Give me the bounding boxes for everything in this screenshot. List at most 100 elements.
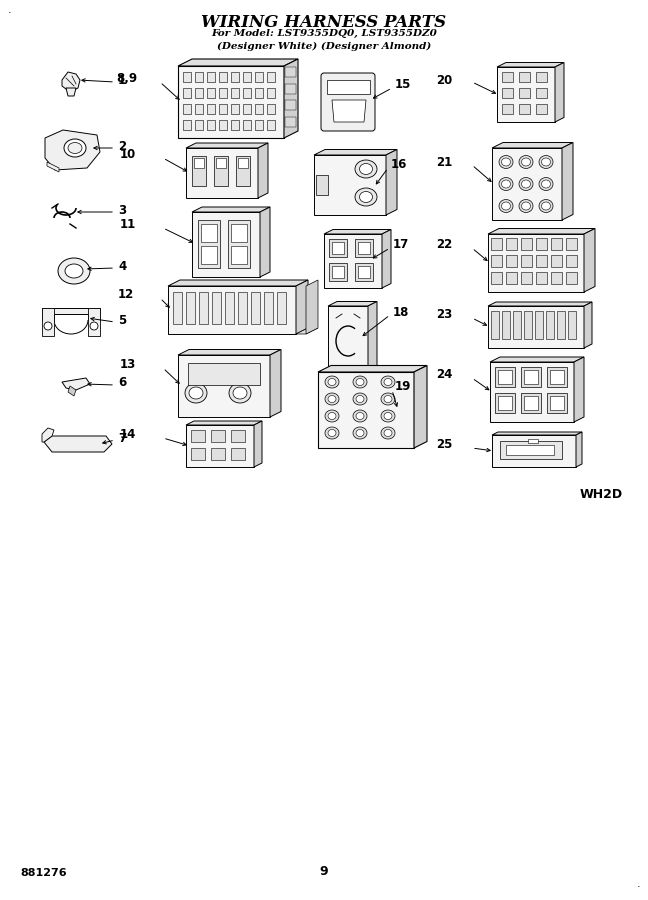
Bar (255, 104, 263, 114)
Text: 10: 10 (120, 148, 136, 161)
Polygon shape (324, 230, 391, 234)
Text: 16: 16 (391, 158, 408, 172)
Bar (173, 292, 182, 324)
Bar (524, 396, 538, 410)
Bar (566, 255, 577, 267)
Polygon shape (42, 308, 54, 336)
Polygon shape (414, 365, 427, 448)
Text: (Designer White) (Designer Almond): (Designer White) (Designer Almond) (217, 42, 431, 51)
Polygon shape (284, 59, 298, 138)
Bar (521, 272, 532, 284)
Bar (186, 292, 195, 324)
Bar (212, 292, 221, 324)
Bar (243, 104, 251, 114)
Polygon shape (488, 302, 592, 306)
Polygon shape (497, 62, 564, 67)
Bar (285, 100, 296, 110)
Ellipse shape (355, 188, 377, 206)
Bar (506, 445, 554, 455)
Bar (219, 120, 227, 130)
Polygon shape (178, 66, 284, 138)
Bar (267, 104, 275, 114)
Ellipse shape (189, 387, 203, 399)
Ellipse shape (328, 379, 336, 385)
Bar (231, 246, 247, 264)
Ellipse shape (356, 412, 364, 419)
Polygon shape (492, 432, 582, 435)
Polygon shape (216, 158, 226, 168)
Ellipse shape (328, 395, 336, 402)
Polygon shape (490, 362, 574, 422)
Bar (568, 311, 576, 339)
Bar (358, 242, 370, 254)
Polygon shape (386, 149, 397, 215)
Polygon shape (178, 59, 298, 66)
Bar (207, 72, 215, 82)
Polygon shape (62, 72, 80, 92)
Polygon shape (62, 378, 90, 390)
Ellipse shape (502, 202, 511, 210)
Bar (195, 72, 203, 82)
Ellipse shape (328, 429, 336, 436)
Polygon shape (44, 436, 112, 452)
Bar (277, 292, 286, 324)
Polygon shape (88, 308, 100, 336)
Bar (498, 370, 512, 384)
Polygon shape (45, 130, 100, 170)
Bar (536, 238, 547, 250)
Bar (557, 311, 565, 339)
Text: 11: 11 (120, 219, 136, 231)
Bar (536, 88, 547, 98)
Bar (201, 224, 217, 242)
Ellipse shape (522, 202, 531, 210)
Text: 5: 5 (118, 313, 126, 327)
Ellipse shape (325, 410, 339, 422)
Bar (506, 238, 517, 250)
Bar (219, 88, 227, 98)
Ellipse shape (328, 412, 336, 419)
Bar (502, 72, 513, 82)
Bar (183, 104, 191, 114)
Text: 14: 14 (120, 428, 136, 442)
Bar (566, 272, 577, 284)
Polygon shape (497, 67, 555, 122)
Bar (211, 430, 225, 442)
Ellipse shape (384, 429, 392, 436)
Polygon shape (318, 372, 414, 448)
Ellipse shape (381, 376, 395, 388)
Bar (198, 220, 220, 268)
Bar (231, 448, 245, 460)
Bar (358, 266, 370, 278)
Bar (506, 255, 517, 267)
Bar (519, 88, 530, 98)
Polygon shape (194, 158, 204, 168)
Polygon shape (332, 100, 366, 122)
Text: 22: 22 (436, 238, 452, 251)
Bar (219, 72, 227, 82)
Text: 21: 21 (436, 156, 452, 168)
Bar (551, 255, 562, 267)
FancyBboxPatch shape (321, 73, 375, 131)
Bar (521, 238, 532, 250)
Bar (231, 104, 239, 114)
Polygon shape (270, 349, 281, 417)
Bar (329, 239, 347, 257)
Bar (491, 272, 502, 284)
Bar (219, 104, 227, 114)
Bar (524, 311, 532, 339)
Ellipse shape (360, 164, 373, 175)
Bar (207, 88, 215, 98)
Bar (195, 120, 203, 130)
Ellipse shape (325, 427, 339, 439)
Ellipse shape (522, 180, 531, 188)
Polygon shape (186, 425, 254, 467)
Polygon shape (492, 142, 573, 148)
Text: 3: 3 (118, 203, 126, 217)
Bar (519, 104, 530, 114)
Polygon shape (555, 62, 564, 122)
Bar (550, 396, 564, 410)
Bar (535, 311, 543, 339)
Bar (255, 120, 263, 130)
Bar (231, 88, 239, 98)
Bar (199, 292, 208, 324)
